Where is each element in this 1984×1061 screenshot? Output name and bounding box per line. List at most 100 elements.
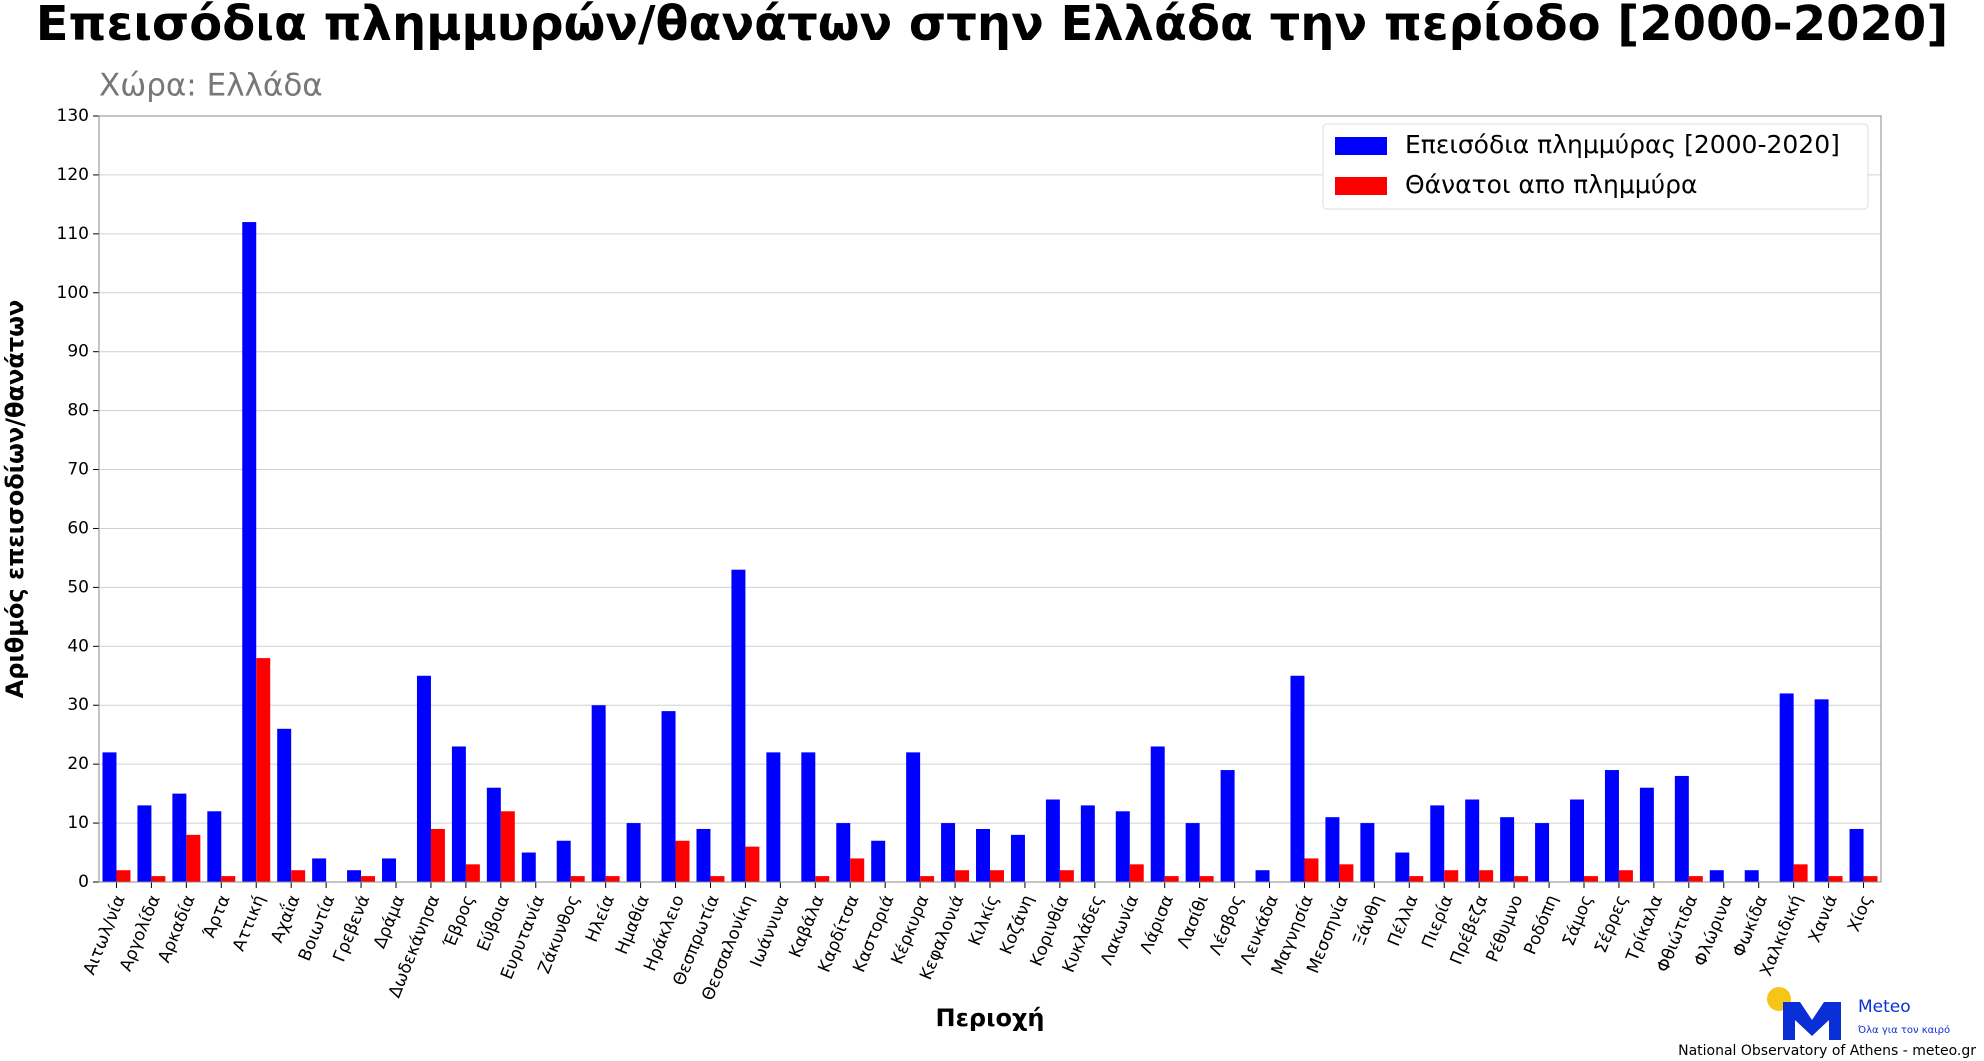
y-axis-label: Αριθμός επεισοδίων/θανάτων: [1, 300, 29, 699]
bar: [1828, 876, 1843, 882]
bar: [312, 858, 327, 882]
bar: [745, 846, 760, 882]
bar: [1360, 823, 1375, 882]
legend-swatch: [1335, 137, 1387, 155]
y-tick-label: 80: [67, 401, 89, 421]
bar: [500, 811, 515, 882]
bar: [430, 828, 445, 882]
y-tick-label: 130: [57, 106, 89, 126]
x-tick-label: Ξάνθη: [1349, 892, 1387, 948]
bar: [1409, 876, 1424, 882]
y-tick-label: 100: [57, 283, 89, 303]
bar: [941, 823, 956, 882]
y-tick-label: 110: [57, 224, 89, 244]
x-tick-label: Ηλεία: [582, 892, 619, 945]
bar: [102, 752, 117, 882]
logo-mark: [1783, 1002, 1841, 1040]
bar: [1430, 805, 1445, 882]
legend-swatch: [1335, 177, 1387, 195]
bar: [1150, 746, 1165, 882]
bar: [801, 752, 816, 882]
bar: [151, 876, 166, 882]
bar: [1618, 870, 1633, 882]
x-tick-label: Ροδόπη: [1520, 892, 1562, 957]
legend-label: Επεισόδια πλημμύρας [2000-2020]: [1405, 130, 1840, 159]
bar: [361, 876, 376, 882]
bar: [1479, 870, 1494, 882]
y-tick-label: 90: [67, 342, 89, 362]
x-tick-label: Πιερία: [1418, 892, 1457, 951]
bar: [1339, 864, 1354, 882]
bar: [1080, 805, 1095, 882]
x-tick-label: Αχαΐα: [265, 891, 305, 946]
bar: [990, 870, 1004, 882]
x-tick-label: Εύβοια: [474, 892, 515, 954]
bar: [1570, 799, 1584, 882]
bar: [920, 876, 935, 882]
x-tick-label: Σάμος: [1559, 892, 1597, 949]
bar: [416, 675, 431, 882]
y-tick-label: 10: [67, 813, 89, 833]
bar: [1255, 870, 1270, 882]
logo-tagline: Όλα για τον καιρό: [1857, 1024, 1950, 1036]
bar: [661, 711, 676, 882]
bar: [242, 222, 257, 883]
bar: [465, 864, 480, 882]
y-tick-label: 30: [67, 695, 89, 715]
x-tick-label: Λασίθι: [1174, 892, 1213, 951]
bar: [626, 823, 641, 882]
logo-name: Meteo: [1858, 997, 1911, 1017]
bar: [207, 811, 222, 882]
bar: [1514, 876, 1529, 882]
bar: [1220, 770, 1235, 882]
bar: [1045, 799, 1060, 882]
bar: [731, 569, 746, 882]
bar: [1115, 811, 1130, 882]
bar: [1779, 693, 1794, 882]
bar: [570, 876, 585, 882]
bar: [221, 876, 236, 882]
bar: [1500, 817, 1515, 882]
legend-label: Θάνατοι απο πλημμύρα: [1405, 170, 1697, 199]
logo: Meteo Όλα για τον καιρό: [1767, 987, 1950, 1040]
bar: [955, 870, 970, 882]
x-tick-label: Δράμα: [370, 892, 409, 951]
bar: [291, 870, 306, 882]
y-tick-label: 70: [67, 460, 89, 480]
bar: [906, 752, 921, 882]
chart-title: Επεισόδια πλημμυρών/θανάτων στην Ελλάδα …: [36, 0, 1949, 52]
bar: [1849, 828, 1864, 882]
bar: [1793, 864, 1808, 882]
bar: [1059, 870, 1074, 882]
x-tick-label: Χανιά: [1805, 892, 1842, 945]
bar: [1199, 876, 1214, 882]
bar: [710, 876, 725, 882]
bar: [1639, 787, 1654, 882]
bar: [1604, 770, 1619, 882]
bar: [137, 805, 152, 882]
bar: [1688, 876, 1703, 882]
bar: [556, 840, 571, 882]
bar: [1290, 675, 1305, 882]
bar: [850, 858, 865, 882]
legend-box: [1322, 123, 1869, 210]
bar: [256, 658, 271, 882]
x-tick-label: Λάρισα: [1136, 892, 1178, 956]
plot-frame: [98, 115, 1882, 883]
bar: [815, 876, 830, 882]
x-axis-label: Περιοχή: [935, 1004, 1044, 1032]
bar: [1584, 876, 1598, 882]
bar: [976, 828, 990, 882]
bar: [521, 852, 536, 882]
bar: [605, 876, 620, 882]
x-tick-label: Άρτα: [200, 892, 235, 940]
bar: [1863, 876, 1878, 882]
x-tick-label: Χίος: [1844, 892, 1877, 935]
bar: [1744, 870, 1759, 882]
bar: [1010, 834, 1025, 882]
bar: [347, 870, 362, 882]
bar: [1465, 799, 1480, 882]
bar: [1325, 817, 1340, 882]
footer: National Observatory of Athens - meteo.g…: [1678, 1043, 1976, 1059]
